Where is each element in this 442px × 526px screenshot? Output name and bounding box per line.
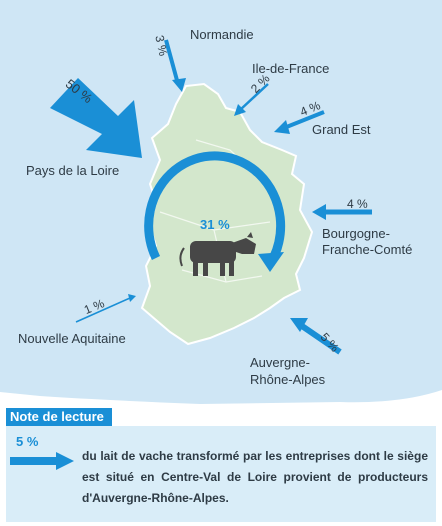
note-percent: 5 % bbox=[16, 434, 39, 449]
map-area: 31 % 3 % Normandie 2 % Ile-de-France 4 %… bbox=[0, 0, 442, 406]
auvergne-label-line1: Auvergne- bbox=[250, 355, 310, 370]
department-boundaries bbox=[159, 139, 271, 283]
nouvelle-aquitaine-label: Nouvelle Aquitaine bbox=[18, 331, 126, 346]
normandie-label: Normandie bbox=[190, 27, 254, 42]
grand-est-label: Grand Est bbox=[312, 122, 371, 137]
ile-de-france-arrow bbox=[234, 83, 269, 116]
grand-est-arrow bbox=[274, 110, 325, 134]
ile-de-france-label: Ile-de-France bbox=[252, 61, 330, 76]
auvergne-arrow bbox=[290, 318, 342, 355]
bourgogne-arrow bbox=[312, 204, 372, 220]
internal-flow-arrowhead bbox=[258, 252, 284, 272]
normandie-arrow bbox=[164, 39, 186, 92]
map-graphic bbox=[0, 0, 442, 404]
pays-de-la-loire-label: Pays de la Loire bbox=[26, 163, 120, 178]
bourgogne-percent: 4 % bbox=[347, 197, 368, 211]
note-text: du lait de vache transformé par les entr… bbox=[82, 449, 428, 505]
center-percent-label: 31 % bbox=[200, 217, 230, 232]
internal-flow-circle-arrow bbox=[144, 151, 286, 267]
note-box: 5 % du lait de vache transformé par les … bbox=[6, 426, 436, 522]
pays-de-la-loire-arrow bbox=[50, 78, 142, 158]
cow-icon bbox=[179, 232, 256, 276]
note-heading: Note de lecture bbox=[6, 408, 112, 426]
note-arrow-icon bbox=[10, 452, 74, 470]
nouvelle-aquitaine-arrow bbox=[75, 294, 136, 323]
bourgogne-label-line1: Bourgogne- bbox=[322, 226, 390, 241]
bourgogne-label-line2: Franche-Comté bbox=[322, 242, 413, 257]
auvergne-label-line2: Rhône-Alpes bbox=[250, 372, 326, 387]
